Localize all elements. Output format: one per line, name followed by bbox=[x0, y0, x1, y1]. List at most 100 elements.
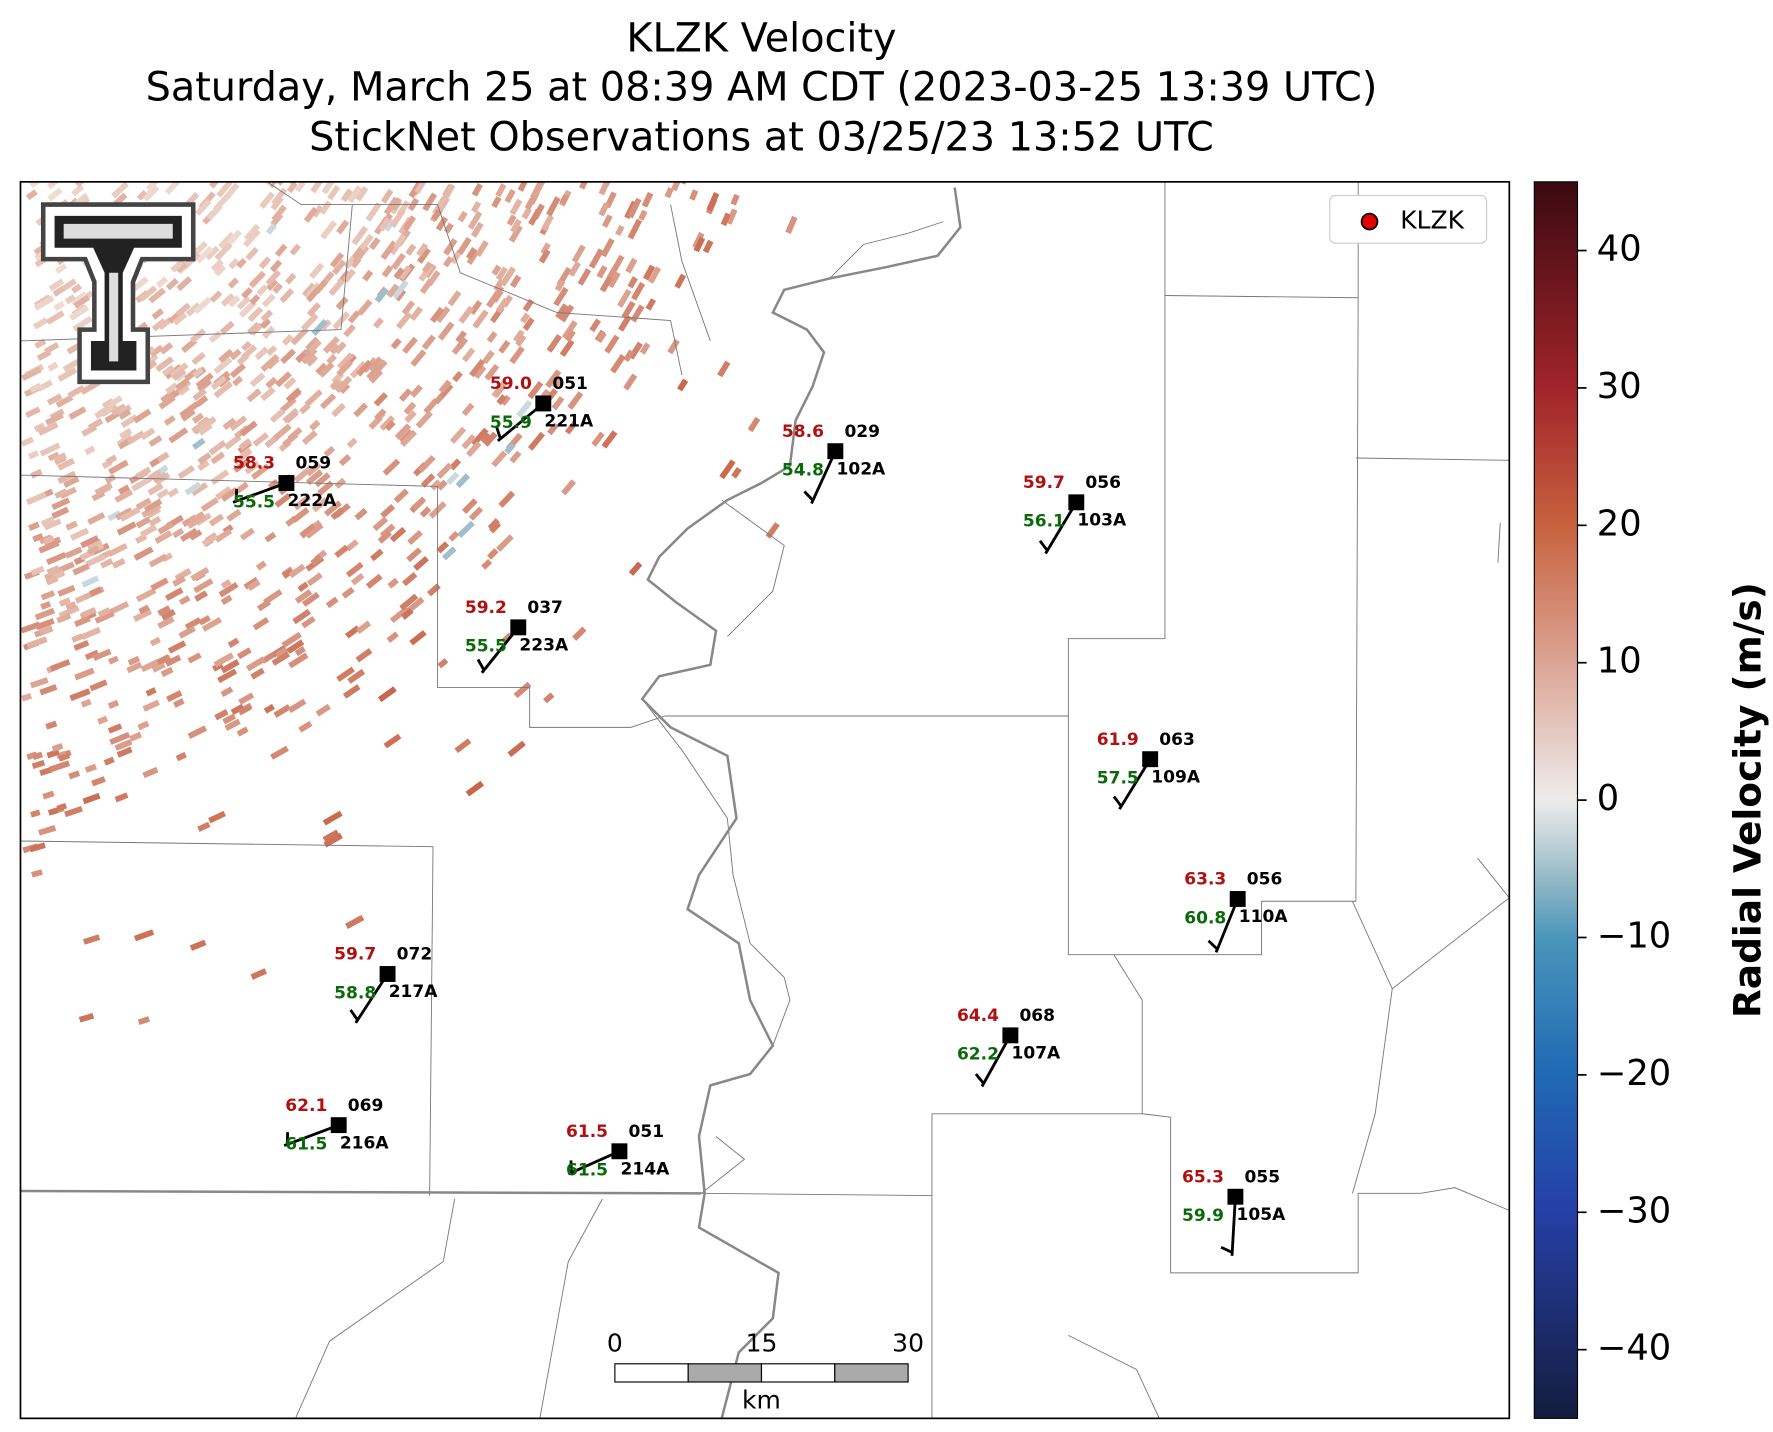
scale-segment bbox=[760, 1363, 836, 1383]
echo-gate bbox=[342, 268, 356, 283]
echo-gate bbox=[380, 240, 397, 260]
echo-gate bbox=[292, 609, 311, 625]
echo-gate bbox=[389, 208, 406, 228]
echo-gate bbox=[382, 458, 401, 476]
echo-gate bbox=[227, 277, 239, 289]
station-id: 110A bbox=[1239, 907, 1289, 927]
colorbar-tick-label: 10 bbox=[1597, 641, 1642, 682]
echo-gate bbox=[21, 693, 32, 702]
wind-direction: 037 bbox=[527, 598, 563, 618]
echo-gate bbox=[362, 269, 374, 282]
echo-gate bbox=[57, 470, 77, 484]
echo-gate bbox=[111, 181, 129, 199]
echo-gate bbox=[588, 248, 604, 269]
echo-gate bbox=[229, 363, 246, 379]
legend-marker bbox=[1360, 212, 1379, 231]
echo-gate bbox=[467, 210, 483, 230]
echo-gate bbox=[64, 806, 83, 818]
echo-gate bbox=[247, 306, 264, 322]
title-line: Saturday, March 25 at 08:39 AM CDT (2023… bbox=[146, 64, 1378, 110]
echo-gate bbox=[393, 488, 409, 504]
colorbar-tick-label: 40 bbox=[1597, 229, 1642, 270]
echo-gate bbox=[436, 541, 449, 554]
echo-gate bbox=[380, 504, 396, 519]
echo-gate bbox=[160, 666, 174, 677]
echo-gate bbox=[551, 396, 565, 411]
colorbar-ticks: −40 −30 −20 −10 0 10 20 30 40 bbox=[1577, 229, 1671, 1369]
echo-gate bbox=[139, 285, 158, 302]
echo-gate bbox=[154, 530, 173, 544]
echo-gate bbox=[310, 554, 323, 566]
colorbar-tick-label: −10 bbox=[1597, 915, 1671, 956]
echo-gate bbox=[562, 320, 578, 340]
echo-gate bbox=[470, 221, 484, 238]
echo-gate bbox=[71, 184, 85, 197]
echo-gate bbox=[155, 276, 169, 288]
echo-gate bbox=[45, 412, 64, 426]
echo-gate bbox=[111, 558, 126, 569]
echo-gate bbox=[468, 506, 484, 521]
echo-gate bbox=[336, 666, 355, 682]
echo-gate bbox=[319, 393, 337, 410]
wind-direction: 055 bbox=[1245, 1167, 1281, 1187]
echo-gate bbox=[501, 632, 513, 644]
echo-gate bbox=[139, 524, 158, 538]
wind-direction: 072 bbox=[397, 945, 433, 965]
wind-barb-staff bbox=[567, 1149, 620, 1176]
station-id: 221A bbox=[544, 412, 594, 432]
echo-gate bbox=[84, 763, 97, 773]
echo-gate bbox=[627, 276, 638, 289]
echo-gate bbox=[334, 544, 349, 558]
echo-gate bbox=[264, 531, 277, 543]
echo-gate bbox=[135, 466, 152, 480]
echo-gate bbox=[213, 381, 233, 399]
echo-gate bbox=[466, 441, 482, 457]
echo-gate bbox=[513, 681, 532, 699]
echo-gate bbox=[567, 391, 584, 410]
echo-gate bbox=[116, 404, 132, 417]
echo-gate bbox=[509, 450, 522, 464]
echo-gate bbox=[237, 647, 252, 660]
echo-gate bbox=[543, 692, 555, 704]
echo-gate bbox=[495, 183, 507, 198]
echo-gate bbox=[42, 790, 55, 800]
map-frame bbox=[19, 180, 1511, 1420]
echo-gate bbox=[84, 445, 96, 456]
temperature: 63.3 bbox=[1184, 870, 1226, 890]
wind-barb-flag bbox=[1112, 795, 1123, 808]
echo-gate bbox=[265, 269, 281, 286]
echo-gate bbox=[423, 397, 439, 415]
echo-gate bbox=[418, 455, 436, 473]
echo-gate bbox=[133, 546, 154, 561]
echo-gate bbox=[598, 181, 612, 196]
echo-gate bbox=[547, 422, 559, 436]
station-marker bbox=[510, 619, 527, 636]
echo-gate bbox=[38, 825, 57, 836]
wind-barb-staff bbox=[1044, 501, 1078, 555]
echo-gate bbox=[114, 739, 133, 751]
echo-gate bbox=[235, 481, 249, 494]
echo-gate bbox=[192, 367, 204, 378]
echo-gate bbox=[215, 486, 232, 501]
echo-gate bbox=[500, 394, 511, 406]
echo-gate bbox=[674, 273, 687, 289]
echo-gate bbox=[265, 223, 277, 235]
echo-gate bbox=[211, 259, 224, 272]
echo-gate bbox=[136, 189, 148, 201]
echo-gate bbox=[437, 658, 449, 669]
echo-gate bbox=[224, 718, 241, 731]
echo-gate bbox=[706, 192, 720, 212]
echo-gate bbox=[214, 709, 229, 721]
echo-gate bbox=[163, 415, 176, 426]
echo-gate bbox=[328, 278, 345, 296]
echo-gate bbox=[138, 604, 150, 615]
echo-gate bbox=[230, 703, 245, 715]
echo-gate bbox=[437, 321, 455, 341]
echo-gate bbox=[409, 306, 423, 321]
echo-gate bbox=[351, 225, 369, 246]
echo-gate bbox=[57, 585, 76, 597]
echo-gate bbox=[645, 298, 656, 311]
echo-gate bbox=[322, 829, 340, 843]
echo-gate bbox=[429, 479, 442, 491]
echo-gate bbox=[21, 366, 42, 381]
